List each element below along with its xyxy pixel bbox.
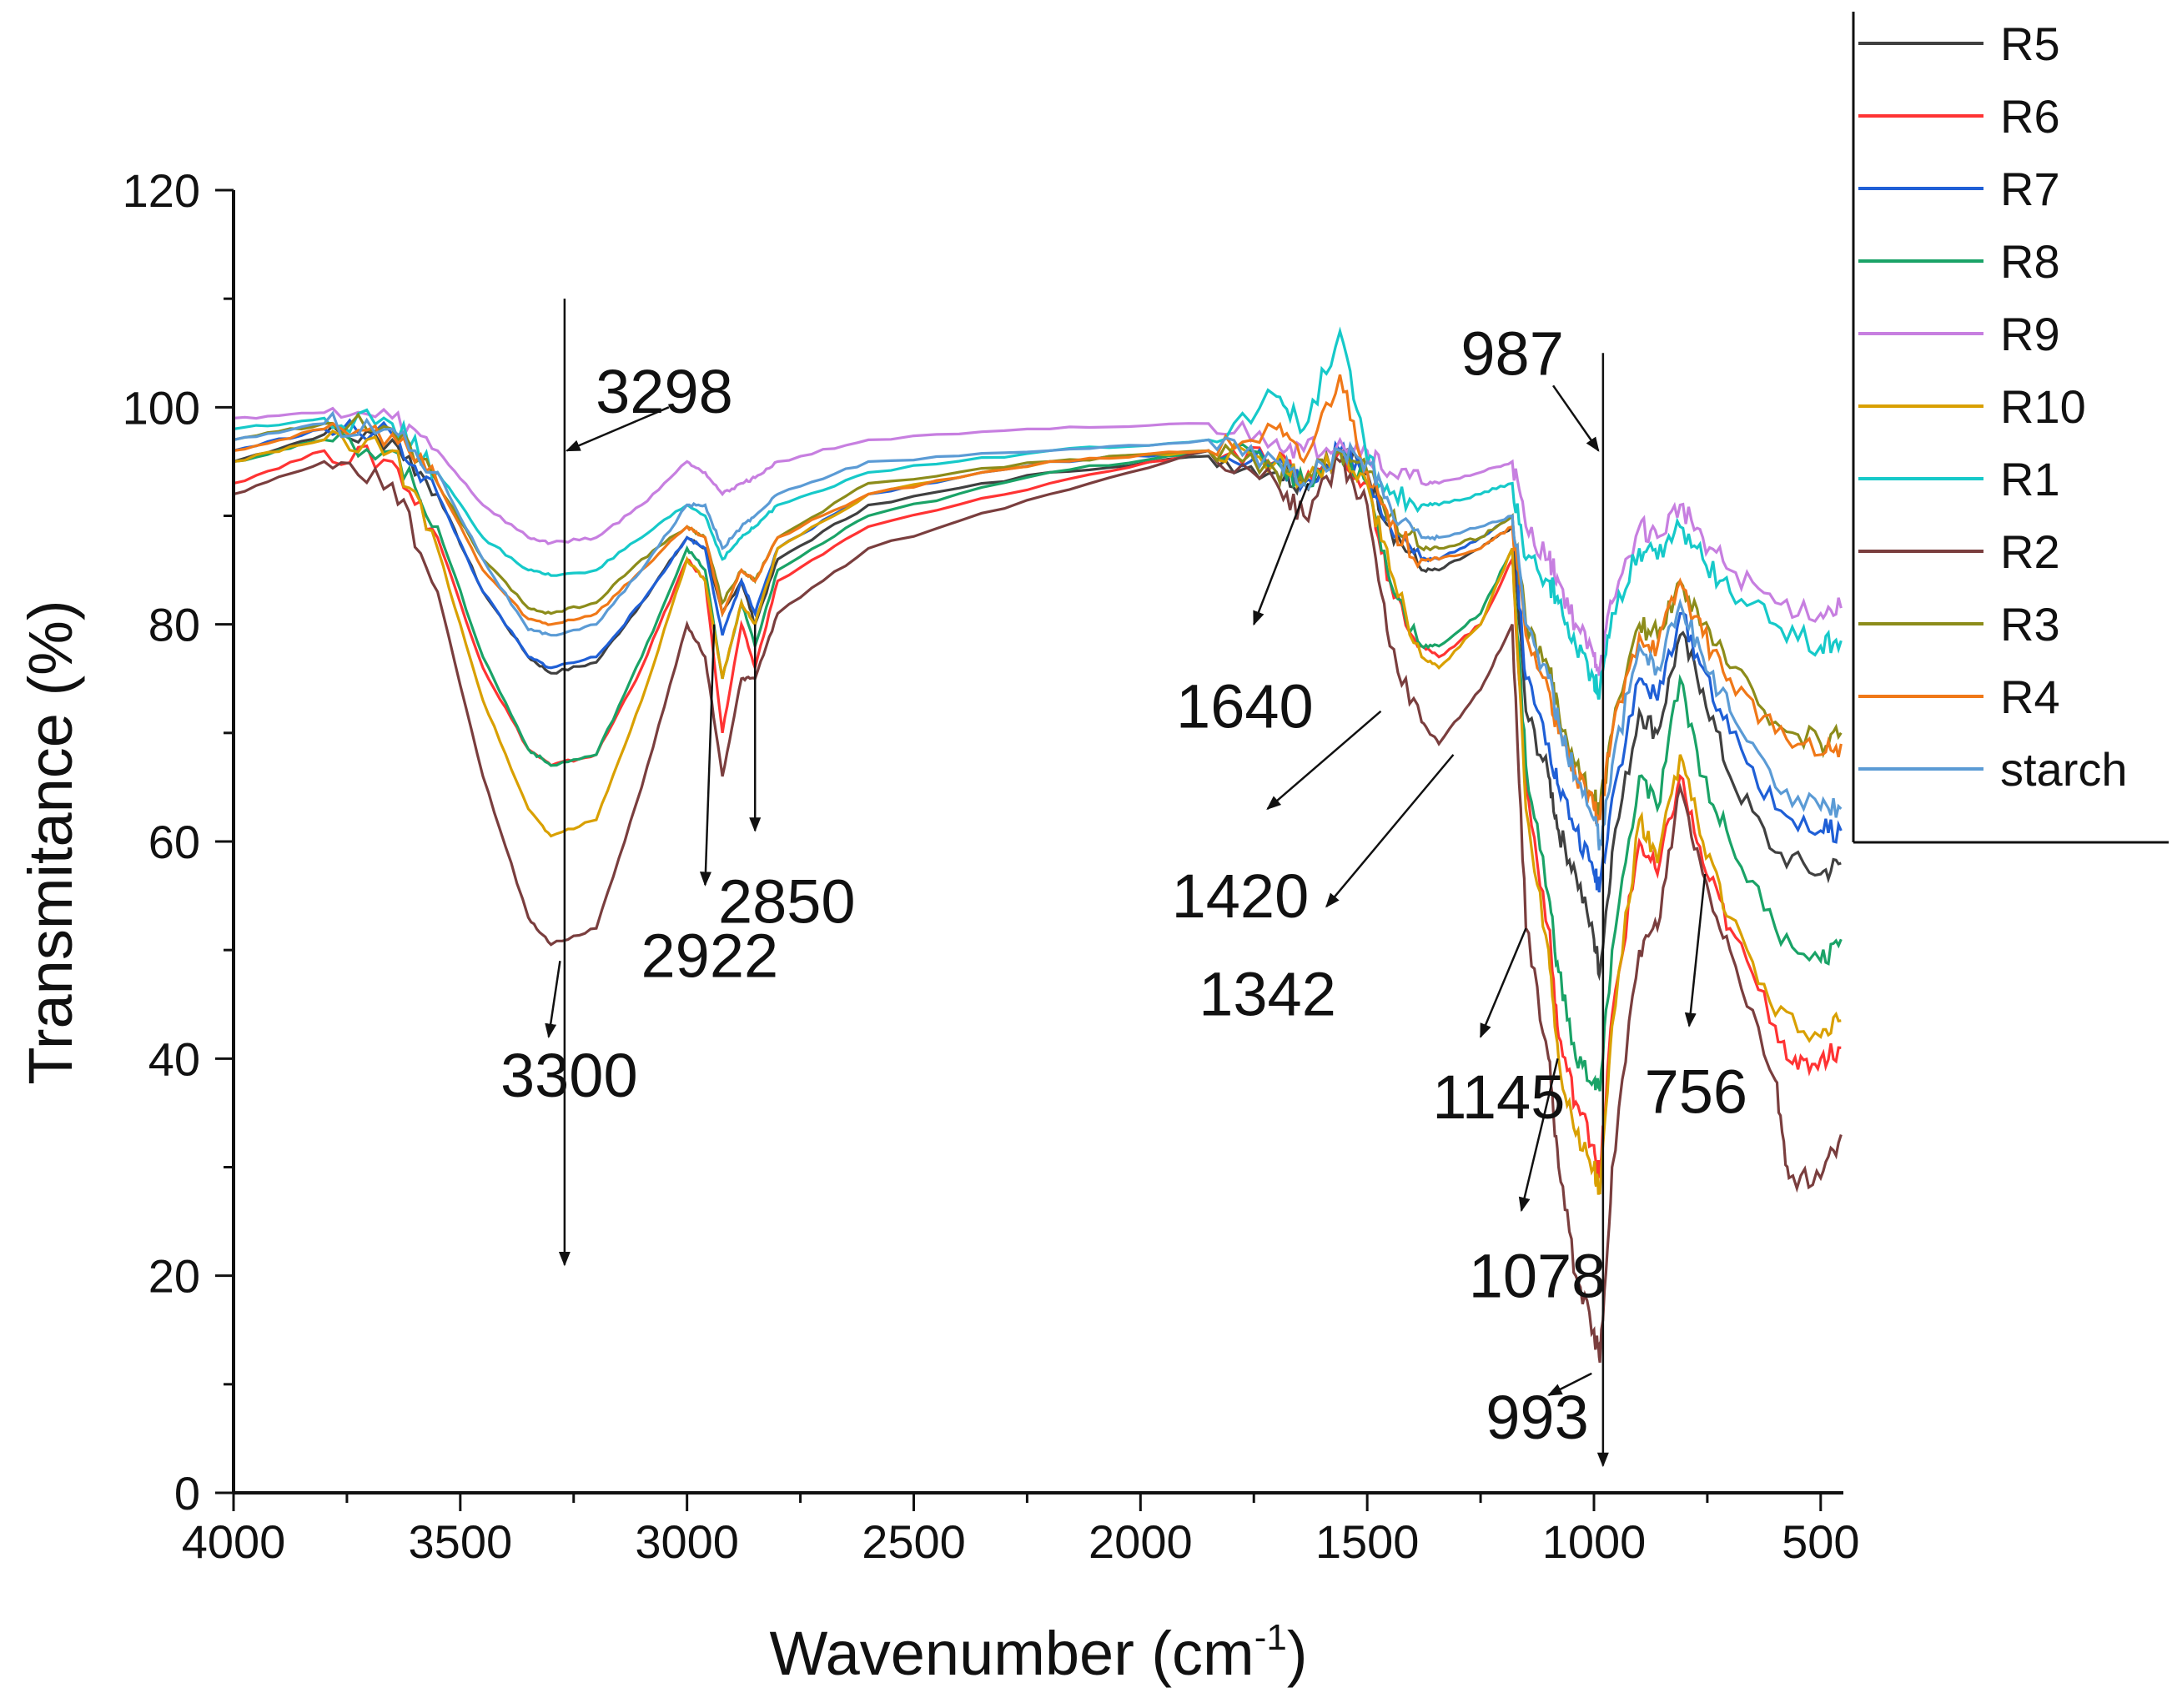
- legend-label-r7: R7: [2000, 163, 2060, 215]
- x-tick-label-500: 500: [1782, 1515, 1859, 1568]
- annotation-arrow-1145: [1479, 927, 1527, 1038]
- reference-lines: [558, 299, 1609, 1468]
- annotation-arrow-756: [1684, 873, 1707, 1028]
- x-tick-label-2000: 2000: [1089, 1515, 1193, 1568]
- legend-label-r10: R10: [2000, 380, 2086, 433]
- annotation-label-2850: 2850: [718, 867, 856, 937]
- x-axis-title: Wavenumber (cm-1): [770, 1617, 1308, 1688]
- x-tick-label-2500: 2500: [862, 1515, 966, 1568]
- y-tick-label-60: 60: [148, 816, 200, 868]
- series-line-r10: [234, 430, 1842, 1195]
- x-axis-title-text: Wavenumber (cm: [770, 1619, 1254, 1688]
- annotation-arrow-3300: [545, 960, 561, 1039]
- annotation-arrow-1078: [1518, 1058, 1559, 1213]
- y-tick-label-0: 0: [174, 1467, 200, 1520]
- annotation-label-1640: 1640: [1176, 671, 1314, 741]
- series-line-r8: [234, 430, 1843, 1092]
- legend-label-r3: R3: [2000, 598, 2060, 651]
- annotation-arrow-987: [1552, 384, 1600, 452]
- legend-label-r8: R8: [2000, 235, 2060, 288]
- x-axis-title-superscript: -1: [1254, 1617, 1287, 1658]
- annotation-arrow-2922: [699, 624, 716, 887]
- y-tick-label-40: 40: [148, 1032, 200, 1085]
- y-tick-label-100: 100: [123, 381, 200, 434]
- legend-label-r9: R9: [2000, 308, 2060, 360]
- legend-items: R5 R6 R7 R8 R9 R10 R1 R2 R3 R4 starch: [1858, 18, 2128, 796]
- x-tick-label-1000: 1000: [1542, 1515, 1647, 1568]
- annotation-label-2922: 2922: [641, 922, 779, 991]
- y-tick-label-20: 20: [148, 1250, 200, 1303]
- legend-label-r4: R4: [2000, 671, 2060, 723]
- legend-label-r5: R5: [2000, 18, 2060, 70]
- annotation-label-1420: 1420: [1172, 862, 1310, 931]
- annotation-label-987: 987: [1461, 319, 1563, 388]
- series-line-r3: [234, 412, 1843, 819]
- annotation-label-756: 756: [1645, 1057, 1747, 1126]
- series-line-r5: [234, 424, 1842, 982]
- annotation-label-1342: 1342: [1199, 959, 1336, 1028]
- annotation-label-1078: 1078: [1469, 1242, 1606, 1311]
- series-line-starch: [234, 410, 1843, 851]
- annotation-label-993: 993: [1486, 1383, 1588, 1452]
- y-tick-label-120: 120: [123, 164, 200, 217]
- y-tick-label-80: 80: [148, 599, 200, 651]
- annotation-label-3298: 3298: [596, 357, 733, 426]
- x-tick-label-1500: 1500: [1315, 1515, 1420, 1568]
- annotation-label-1145: 1145: [1432, 1062, 1565, 1132]
- annotation-arrow-1342: [1325, 754, 1455, 908]
- legend-label-r6: R6: [2000, 90, 2060, 143]
- ticks: 4000 3500 3000 2500 2000 1500 1000 500 0 20 40 60 80…: [123, 164, 1860, 1568]
- series-line-r2: [234, 449, 1843, 1364]
- x-tick-label-3500: 3500: [409, 1515, 513, 1568]
- x-axis-title-end: ): [1287, 1619, 1308, 1688]
- annotation-arrow-3298: [565, 406, 670, 452]
- annotation-arrow-1640: [1253, 483, 1310, 626]
- series-line-r1: [234, 326, 1843, 700]
- annotation-arrow-1420: [1266, 710, 1382, 811]
- annotation-label-3300: 3300: [500, 1041, 638, 1110]
- annotation-arrow-993: [1547, 1372, 1592, 1396]
- legend-label-starch: starch: [2000, 743, 2128, 796]
- series-layer: [234, 326, 1843, 1364]
- x-tick-label-4000: 4000: [182, 1515, 286, 1568]
- legend-label-r2: R2: [2000, 525, 2060, 578]
- legend-label-r1: R1: [2000, 453, 2060, 505]
- x-tick-label-3000: 3000: [635, 1515, 739, 1568]
- legend: R5 R6 R7 R8 R9 R10 R1 R2 R3 R4 starch: [1852, 12, 2169, 844]
- y-axis-title: Transmitance (%): [16, 600, 85, 1084]
- series-line-r4: [234, 374, 1843, 827]
